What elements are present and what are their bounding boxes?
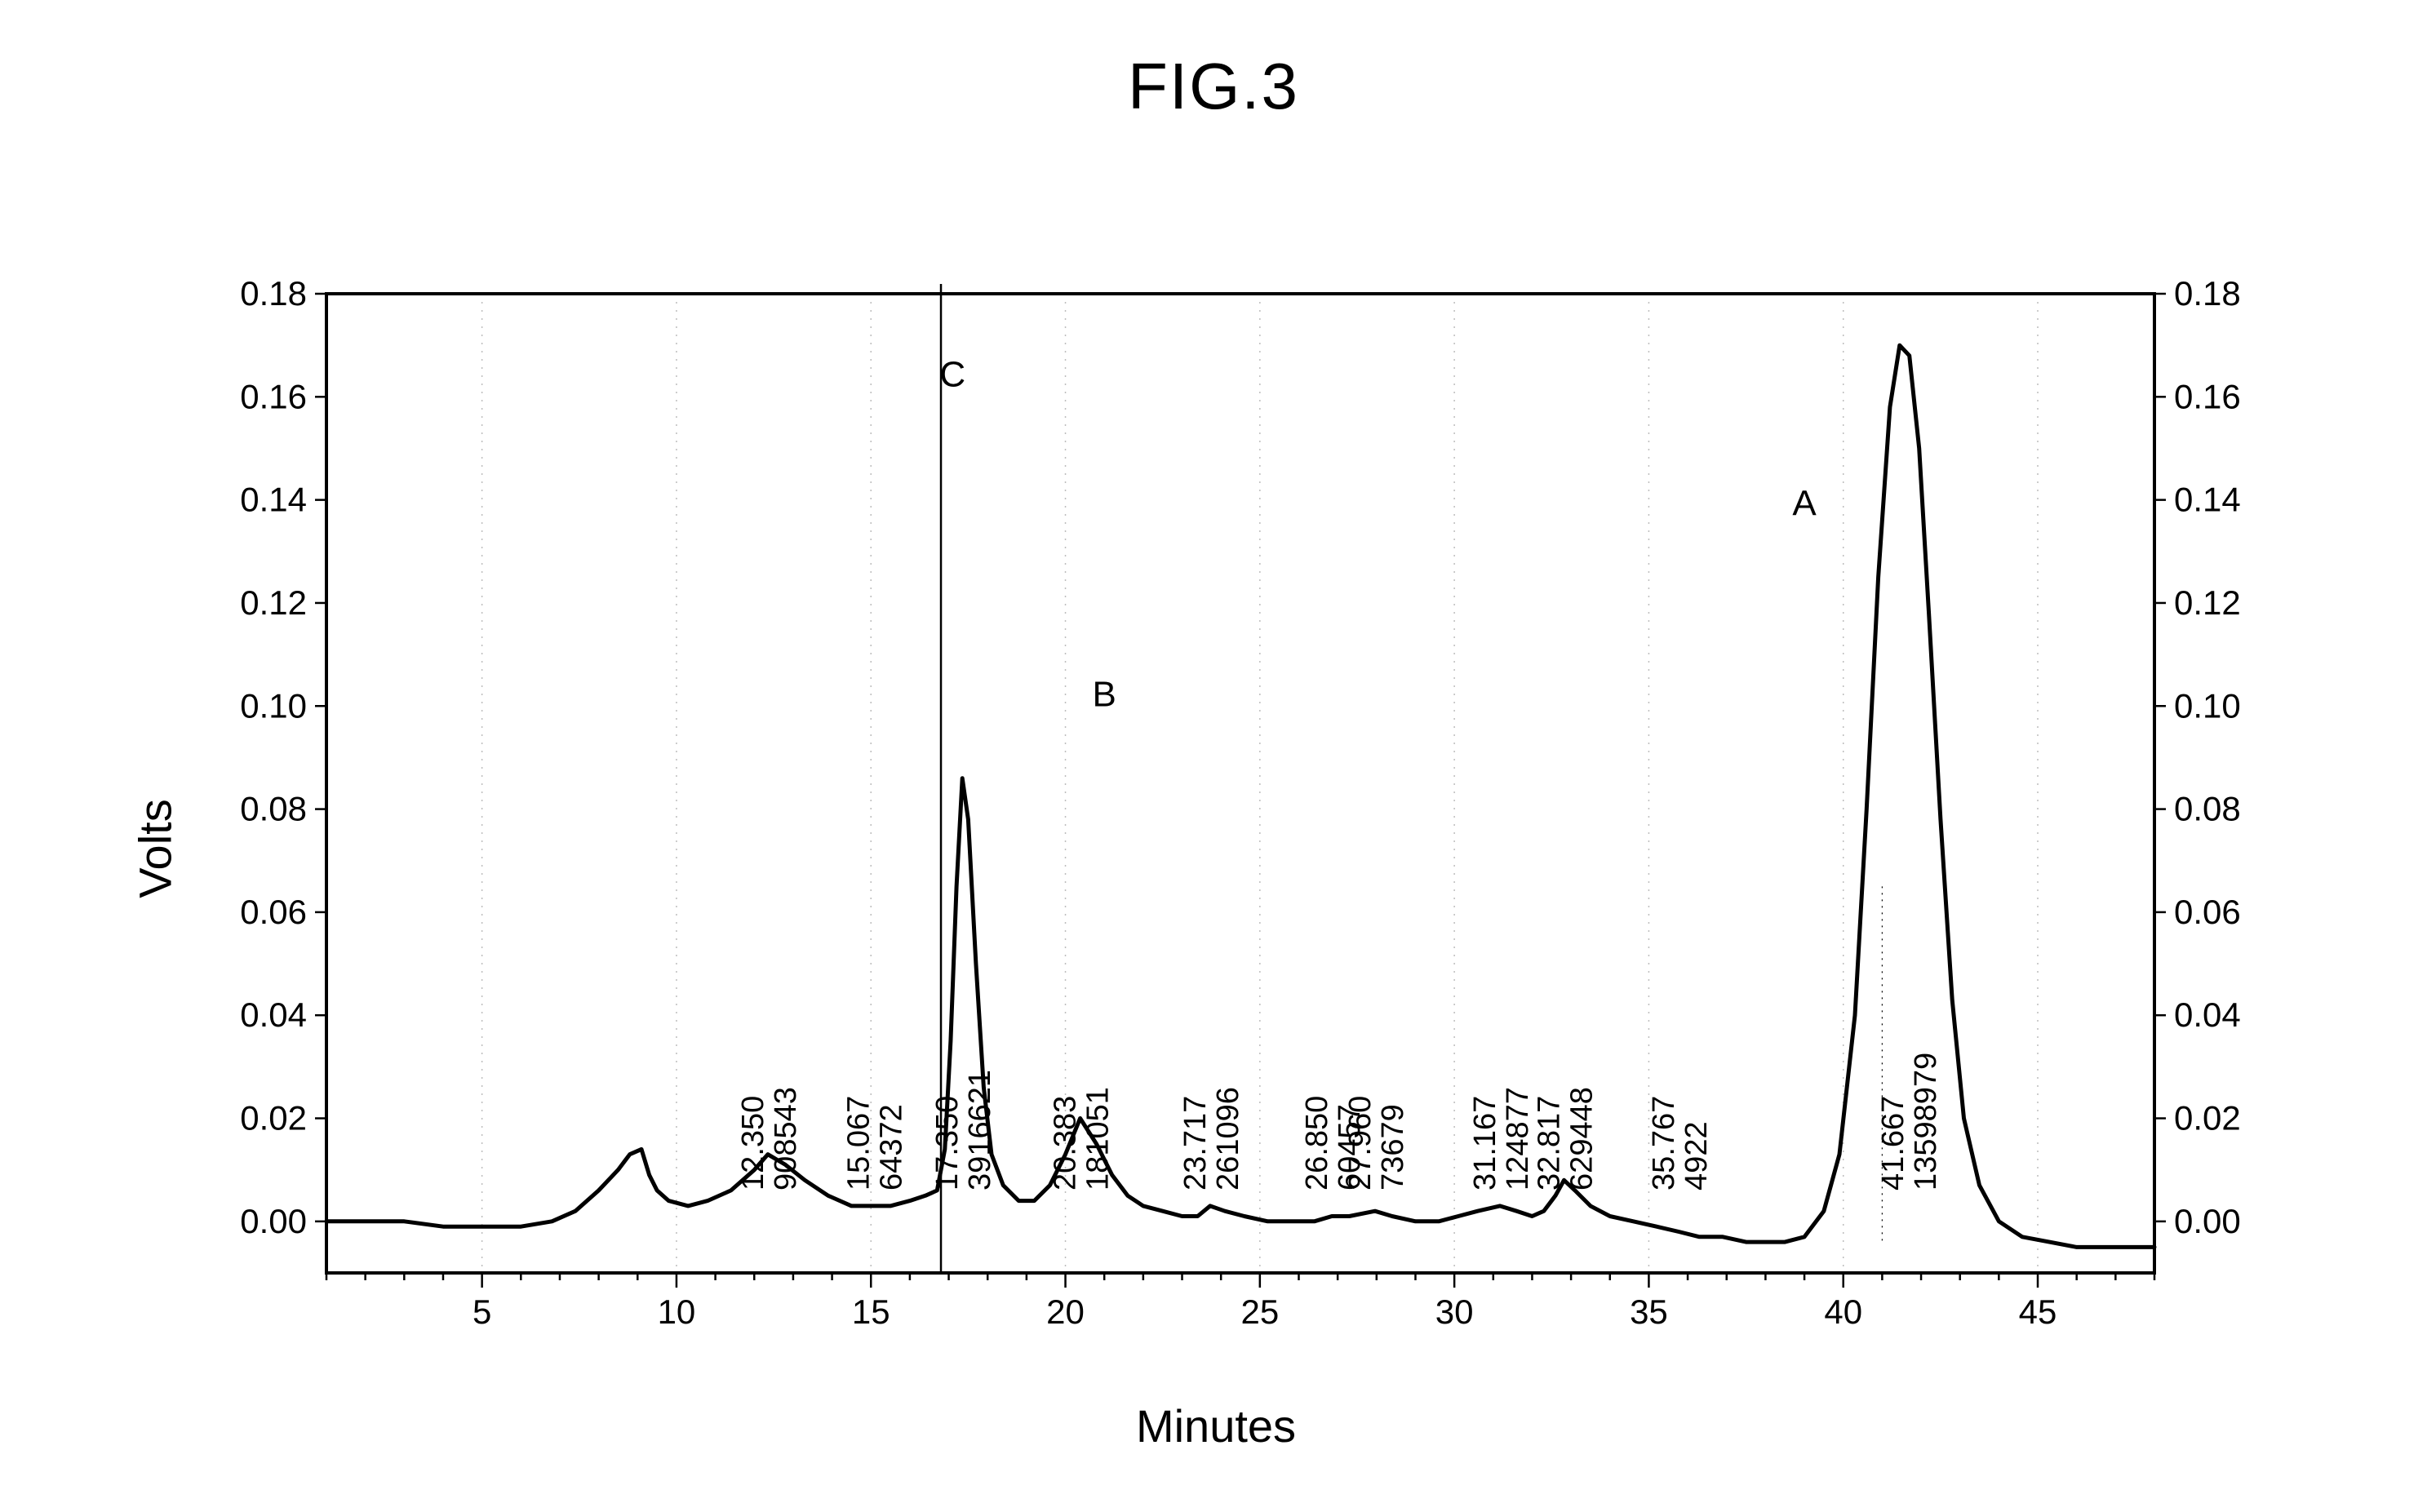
peak-area: 3916621 [963, 1070, 997, 1191]
peak-rt: 41.667 [1876, 1096, 1910, 1191]
peak-area: 73679 [1376, 1104, 1410, 1191]
peak-label: 12.350908543 [736, 1087, 803, 1191]
peak-area: 261096 [1211, 1087, 1245, 1191]
x-axis-label: Minutes [1136, 1399, 1296, 1452]
x-tick-label: 35 [1630, 1293, 1668, 1331]
y-tick-label-left: 0.14 [240, 481, 307, 519]
peak-rt: 15.067 [842, 1096, 876, 1191]
figure-title: FIG.3 [0, 49, 2427, 124]
y-tick-label-right: 0.10 [2174, 686, 2241, 725]
peak-label: 23.717261096 [1178, 1087, 1245, 1191]
y-tick-label-right: 0.02 [2174, 1099, 2241, 1137]
peak-rt: 23.717 [1178, 1096, 1213, 1191]
y-tick-label-left: 0.16 [240, 377, 307, 415]
chromatogram-chart: 0.00 0.00 0.02 0.02 0.04 0.04 0.06 0.06 0.08 0.08… [114, 277, 2318, 1420]
x-tick-label: 15 [852, 1293, 890, 1331]
peak-rt: 35.767 [1647, 1096, 1681, 1191]
peak-label: 41.66713598979 [1876, 1053, 1943, 1191]
y-tick-label-right: 0.06 [2174, 893, 2241, 931]
peak-area: 64372 [875, 1104, 909, 1191]
peak-rt: 32.817 [1533, 1096, 1567, 1191]
peak-area: 908543 [769, 1087, 803, 1191]
x-tick-label: 45 [2019, 1293, 2057, 1331]
region-label: C [939, 355, 965, 395]
y-tick-label-left: 0.08 [240, 790, 307, 828]
peak-rt: 17.350 [930, 1096, 965, 1191]
x-tick-label: 20 [1046, 1293, 1085, 1331]
peak-label: 15.06764372 [842, 1096, 909, 1191]
y-tick-label-left: 0.06 [240, 893, 307, 931]
peak-label: 27.96073679 [1343, 1096, 1410, 1191]
y-tick-label-right: 0.12 [2174, 583, 2241, 622]
peak-area: 4922 [1679, 1121, 1714, 1191]
y-tick-label-right: 0.08 [2174, 790, 2241, 828]
page: FIG.3 Volts 0.00 0.00 0.02 0.02 0.04 0.04 0.06… [0, 0, 2427, 1512]
x-tick-label: 5 [473, 1293, 491, 1331]
peak-rt: 12.350 [736, 1096, 770, 1191]
y-tick-label-left: 0.04 [240, 995, 307, 1034]
x-tick-label: 30 [1435, 1293, 1474, 1331]
x-tick-label: 10 [658, 1293, 696, 1331]
peak-label: 35.7674922 [1647, 1096, 1714, 1191]
region-label: B [1093, 674, 1116, 714]
peak-label: 32.817629448 [1533, 1087, 1600, 1191]
peak-rt: 27.960 [1343, 1096, 1378, 1191]
y-tick-label-left: 0.12 [240, 583, 307, 622]
region-label: A [1792, 484, 1817, 524]
peak-label: 31.167124877 [1468, 1087, 1535, 1191]
y-tick-label-right: 0.04 [2174, 995, 2241, 1034]
y-tick-label-right: 0.00 [2174, 1202, 2241, 1240]
peak-area: 629448 [1565, 1087, 1600, 1191]
plot-area: Volts 0.000.000.020.020.040.040.060.060.… [114, 277, 2318, 1420]
y-tick-label-left: 0.10 [240, 686, 307, 725]
peak-area: 124877 [1501, 1087, 1535, 1191]
y-tick-label-right: 0.18 [2174, 277, 2241, 313]
peak-rt: 20.383 [1049, 1096, 1083, 1191]
peak-area: 181051 [1081, 1087, 1116, 1191]
y-tick-label-right: 0.14 [2174, 481, 2241, 519]
y-tick-label-right: 0.16 [2174, 377, 2241, 415]
peak-rt: 31.167 [1468, 1096, 1502, 1191]
y-tick-label-left: 0.18 [240, 277, 307, 313]
peak-area: 13598979 [1909, 1053, 1943, 1191]
peak-label: 20.383181051 [1049, 1087, 1116, 1191]
y-tick-label-left: 0.02 [240, 1099, 307, 1137]
y-axis-label: Volts [129, 799, 182, 898]
x-tick-label: 40 [1824, 1293, 1862, 1331]
peak-rt: 26.850 [1300, 1096, 1334, 1191]
y-tick-label-left: 0.00 [240, 1202, 307, 1240]
x-tick-label: 25 [1240, 1293, 1279, 1331]
